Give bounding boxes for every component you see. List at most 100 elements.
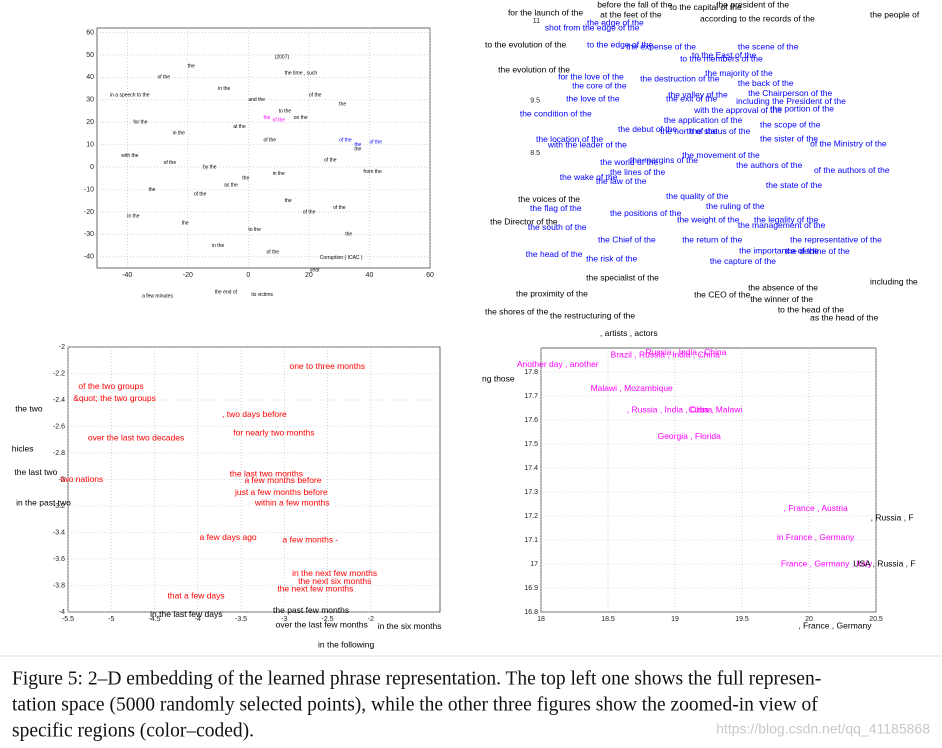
phrase-point: , France , Austria xyxy=(784,503,849,513)
phrase-point: in the following xyxy=(318,639,375,649)
phrase-point: with the approval of the xyxy=(693,105,782,115)
phrase-point: the past few months xyxy=(273,605,349,615)
phrase-point: with the leader of the xyxy=(547,140,627,150)
x-tick-label: 20 xyxy=(305,272,313,279)
phrase-point: the decline of the xyxy=(785,246,850,256)
phrase-point: to the head of the xyxy=(778,305,844,315)
phrase-point: the return of the xyxy=(682,234,742,244)
phrase-point: the world of the xyxy=(600,157,658,167)
x-tick-label: 18 xyxy=(537,616,545,623)
phrase-point: the specialist of the xyxy=(586,272,659,282)
panel: 16.8 16.9 17 17.1 17.2 17.3 17.4 17.5 17.6 17.7 17… xyxy=(482,328,916,631)
phrase-point: the last two months xyxy=(230,468,303,478)
phrase-point: Malawi , Mozambique xyxy=(591,383,673,393)
phrase-point: a few minutes xyxy=(142,293,173,299)
caption-line: specific regions (color–coded). xyxy=(12,720,254,741)
y-tick-label: 20 xyxy=(86,119,94,126)
y-tick-label: 30 xyxy=(86,97,94,104)
phrase-point: the scope of the xyxy=(760,120,821,130)
phrase-point: the portion of the xyxy=(770,104,834,114)
phrase-point: of the xyxy=(273,117,286,123)
y-tick-label: 17.7 xyxy=(524,393,538,400)
phrase-point: in the xyxy=(273,171,285,177)
phrase-point: the president of the xyxy=(716,0,789,10)
y-tick-label: -2.4 xyxy=(53,397,65,404)
y-tick-label: -2 xyxy=(59,344,65,351)
phrase-point: the next six months xyxy=(298,576,371,586)
y-tick-label: 17.1 xyxy=(524,537,538,544)
phrase-point: over the last two decades xyxy=(88,433,184,443)
phrase-point: of the Ministry of the xyxy=(810,139,887,149)
phrase-point: for the launch of the xyxy=(508,7,583,17)
phrase-point: the movement of the xyxy=(682,150,760,160)
x-tick-label: -2.5 xyxy=(322,616,334,623)
phrase-point: a few months before xyxy=(244,475,321,485)
y-tick-label: 50 xyxy=(86,52,94,59)
phrase-point: for the love of the xyxy=(558,71,624,81)
y-tick-label: -40 xyxy=(84,254,94,261)
phrase-point: the quality of the xyxy=(666,191,729,201)
phrase-point: Cuba , Malawi xyxy=(688,405,742,415)
phrase-point: the capture of the xyxy=(710,256,776,266)
x-tick-label: 19.5 xyxy=(735,616,749,623)
x-tick-label: -40 xyxy=(122,272,132,279)
y-tick-label: -3.4 xyxy=(53,529,65,536)
phrase-point: in the xyxy=(127,214,139,220)
y-tick-label: 40 xyxy=(86,74,94,81)
phrase-point: of the xyxy=(369,140,382,146)
phrase-point: Georgia , Florida xyxy=(658,431,722,441)
phrase-point: Another day , another xyxy=(517,359,599,369)
y-tick-label: 17.4 xyxy=(524,465,538,472)
phrase-point: the law of the xyxy=(596,176,647,186)
phrase-point: the margins of the xyxy=(630,155,698,165)
phrase-point: the status of the xyxy=(690,126,751,136)
phrase-point: of the xyxy=(339,137,352,143)
phrase-point: just a few months before xyxy=(234,487,328,497)
phrase-point: the risk of the xyxy=(586,253,637,263)
phrase-point: two nations xyxy=(60,474,103,484)
phrase-point: the xyxy=(188,63,195,69)
caption-line: tation space (5000 randomly selected poi… xyxy=(12,694,818,715)
phrase-point: the two xyxy=(15,404,43,414)
phrase-point: a few months - xyxy=(283,535,339,545)
phrase-point: the management of the xyxy=(738,220,826,230)
phrase-point: the legality of the xyxy=(754,214,819,224)
phrase-point: the xyxy=(242,176,249,182)
x-tick-label: -4 xyxy=(195,616,201,623)
phrase-point: the time , such xyxy=(285,70,318,76)
x-tick-label: -5.5 xyxy=(62,616,74,623)
phrase-point: the flag of the xyxy=(530,203,582,213)
phrase-point: to the xyxy=(248,227,261,233)
phrase-point: the condition of the xyxy=(520,108,592,118)
phrase-point: in the xyxy=(212,243,224,249)
phrase-point: the head of the xyxy=(526,249,583,259)
x-tick-label: -3 xyxy=(281,616,287,623)
phrase-point: the evolution of the xyxy=(498,65,570,75)
caption-line: Figure 5: 2–D embedding of the learned p… xyxy=(12,668,821,689)
phrase-point: the love of the xyxy=(566,94,620,104)
phrase-point: to the edge of the xyxy=(587,40,653,50)
phrase-point: in France , Germany xyxy=(777,532,855,542)
phrase-point: the valley of the xyxy=(668,89,728,99)
phrase-point: the Chief of the xyxy=(598,234,656,244)
y-tick-label: -3.6 xyxy=(53,556,65,563)
phrase-point: the sister of the xyxy=(760,133,818,143)
y-tick-label: -10 xyxy=(84,186,94,193)
phrase-point: in the past two xyxy=(16,498,71,508)
phrase-point: (2007) xyxy=(275,54,290,60)
phrase-point: , two days before xyxy=(222,409,287,419)
phrase-point: according to the records of the xyxy=(700,13,815,23)
phrase-point: the south of the xyxy=(528,222,587,232)
phrase-point: the xyxy=(354,146,361,152)
phrase-point: the restructuring of the xyxy=(550,311,635,321)
phrase-point: for nearly two months xyxy=(233,427,314,437)
y-tick-label: -30 xyxy=(84,231,94,238)
phrase-point: including the President of the xyxy=(736,96,846,106)
y-tick-label: 0 xyxy=(90,164,94,171)
phrase-point: , artists , actors xyxy=(600,328,658,338)
phrase-point: the xyxy=(345,232,352,238)
phrase-point: at the xyxy=(233,124,246,130)
phrase-point: and the xyxy=(248,97,265,103)
phrase-point: in the next few months xyxy=(292,568,377,578)
phrase-point: the end of xyxy=(215,289,238,295)
